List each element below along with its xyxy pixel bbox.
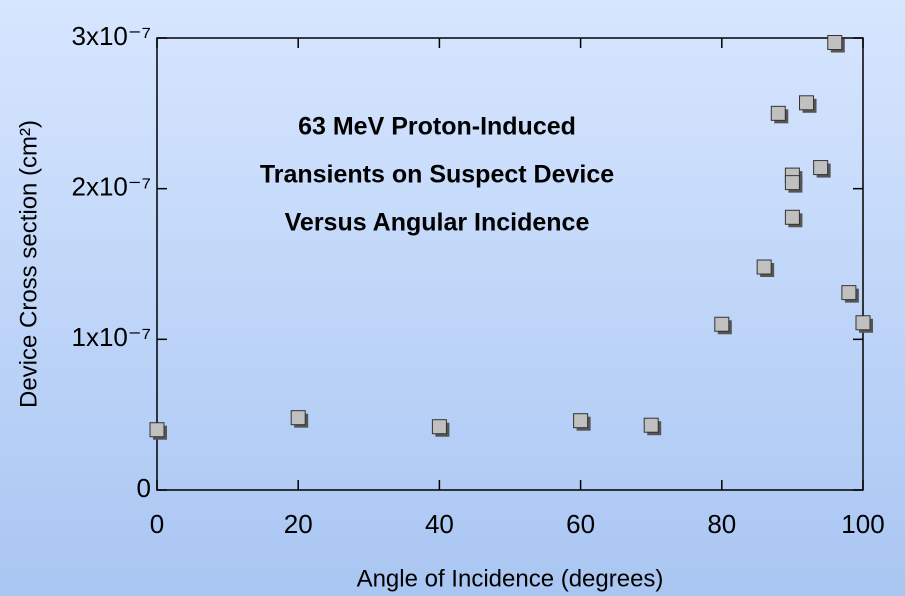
- x-tick-label: 20: [284, 509, 313, 539]
- y-tick-label: 0: [137, 473, 151, 503]
- x-tick-label: 80: [707, 509, 736, 539]
- y-tick-label: 1x10⁻⁷: [71, 322, 151, 352]
- point: [573, 413, 589, 429]
- chart-title: Versus Angular Incidence: [285, 209, 590, 237]
- x-tick-label: 60: [566, 509, 595, 539]
- x-tick-label: 0: [150, 509, 164, 539]
- point: [855, 315, 871, 331]
- point: [290, 410, 306, 426]
- point: [756, 259, 772, 275]
- y-tick-label: 2x10⁻⁷: [71, 172, 151, 202]
- point: [643, 417, 659, 433]
- point: [827, 35, 843, 51]
- x-tick-label: 100: [841, 509, 884, 539]
- plot-frame: [156, 37, 864, 491]
- x-tick-label: 40: [425, 509, 454, 539]
- point: [770, 105, 786, 121]
- point: [149, 422, 165, 438]
- point: [714, 316, 730, 332]
- point: [799, 95, 815, 111]
- x-axis-title: Angle of Incidence (degrees): [357, 565, 664, 592]
- y-axis-title: Device Cross section (cm²): [15, 120, 42, 408]
- point: [431, 419, 447, 435]
- chart-title: 63 MeV Proton-Induced: [298, 113, 576, 141]
- point: [784, 209, 800, 225]
- chart-title: Transients on Suspect Device: [260, 161, 614, 189]
- point: [784, 175, 800, 191]
- point: [813, 160, 829, 176]
- point: [841, 285, 857, 301]
- y-tick-label: 3x10⁻⁷: [71, 21, 151, 51]
